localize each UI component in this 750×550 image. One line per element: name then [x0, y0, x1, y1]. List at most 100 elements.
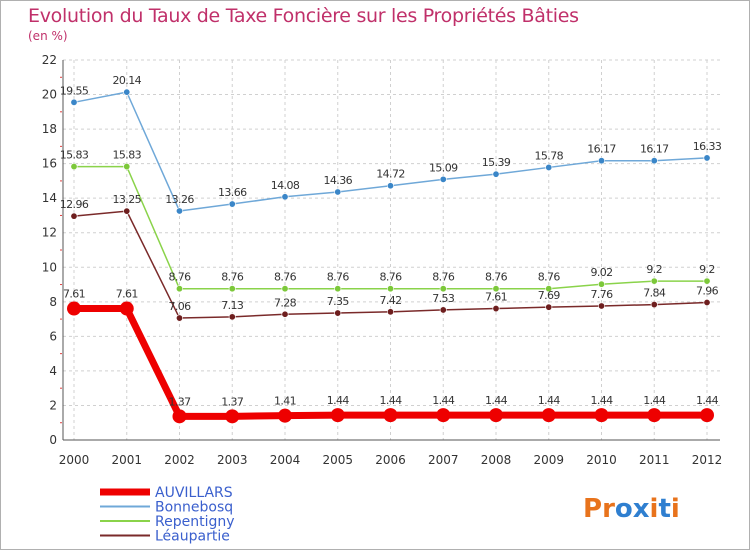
- data-label-repentigny: 15.83: [113, 149, 142, 162]
- logo-letter: o: [615, 494, 633, 524]
- y-tick-label: 22: [42, 53, 57, 67]
- data-label-bonnebosq: 15.39: [482, 156, 511, 169]
- point-leaupartie: [123, 207, 131, 215]
- point-leaupartie: [228, 313, 236, 321]
- data-label-auvillars: 1.44: [538, 394, 561, 407]
- data-label-auvillars: 1.44: [643, 394, 666, 407]
- data-label-auvillars: 1.44: [327, 394, 350, 407]
- data-label-auvillars: 1.44: [432, 394, 455, 407]
- data-label-repentigny: 9.02: [590, 266, 612, 279]
- data-label-repentigny: 8.76: [538, 271, 561, 284]
- point-leaupartie: [597, 302, 605, 310]
- point-bonnebosq: [439, 175, 447, 183]
- legend-label-bonnebosq: Bonnebosq: [155, 500, 233, 516]
- y-tick-label: 16: [42, 157, 57, 171]
- data-label-bonnebosq: 19.55: [60, 84, 89, 97]
- data-label-repentigny: 8.76: [485, 271, 508, 284]
- point-auvillars: [700, 408, 714, 423]
- y-tick-label: 12: [42, 226, 57, 240]
- x-tick-label: 2011: [639, 453, 670, 467]
- point-repentigny: [176, 285, 184, 293]
- data-label-leaupartie: 7.76: [590, 288, 613, 301]
- point-repentigny: [281, 285, 289, 293]
- data-label-auvillars: 1.44: [696, 394, 719, 407]
- point-auvillars: [67, 301, 81, 316]
- point-auvillars: [541, 408, 556, 423]
- legend-label-repentigny: Repentigny: [155, 514, 235, 530]
- series-layer: [67, 88, 714, 424]
- data-label-bonnebosq: 16.33: [693, 140, 722, 153]
- point-repentigny: [123, 163, 131, 171]
- point-auvillars: [225, 409, 240, 424]
- point-auvillars: [172, 409, 187, 424]
- point-leaupartie: [703, 299, 711, 307]
- point-bonnebosq: [386, 182, 394, 190]
- y-tick-label: 0: [49, 433, 57, 447]
- x-tick-label: 2003: [217, 453, 248, 467]
- logo-letter: t: [658, 494, 670, 524]
- data-label-auvillars: 1.37: [221, 395, 244, 408]
- x-tick-label: 2006: [375, 453, 406, 467]
- data-label-leaupartie: 12.96: [60, 198, 89, 211]
- point-repentigny: [70, 163, 78, 171]
- data-label-auvillars: 1.44: [485, 394, 508, 407]
- point-repentigny: [492, 285, 500, 293]
- data-label-bonnebosq: 14.72: [376, 168, 405, 181]
- proxiti-logo: Proxiti: [583, 494, 680, 524]
- point-bonnebosq: [176, 207, 184, 215]
- data-label-repentigny: 8.76: [379, 271, 402, 284]
- y-tick-label: 4: [49, 364, 57, 378]
- point-bonnebosq: [334, 188, 342, 196]
- data-label-auvillars: 7.61: [63, 288, 85, 301]
- data-label-auvillars: 1.37: [168, 395, 191, 408]
- point-bonnebosq: [545, 163, 553, 171]
- data-label-bonnebosq: 15.78: [535, 149, 564, 162]
- point-bonnebosq: [492, 170, 500, 178]
- data-label-leaupartie: 7.42: [379, 294, 401, 307]
- logo-letter: r: [602, 494, 615, 524]
- data-label-leaupartie: 7.28: [274, 296, 297, 309]
- data-label-bonnebosq: 15.09: [429, 161, 458, 174]
- point-auvillars: [119, 301, 134, 316]
- chart-title: Evolution du Taux de Taxe Foncière sur l…: [28, 5, 579, 27]
- y-tick-label: 10: [42, 260, 57, 274]
- data-label-repentigny: 8.76: [274, 271, 297, 284]
- point-bonnebosq: [703, 154, 711, 162]
- data-label-bonnebosq: 16.17: [587, 143, 616, 156]
- data-label-auvillars: 1.44: [590, 394, 613, 407]
- data-label-bonnebosq: 14.36: [324, 174, 353, 187]
- data-label-repentigny: 8.76: [432, 271, 455, 284]
- point-auvillars: [436, 408, 451, 423]
- data-label-leaupartie: 13.25: [113, 193, 142, 206]
- point-leaupartie: [334, 309, 342, 317]
- point-repentigny: [597, 280, 605, 288]
- point-auvillars: [594, 408, 609, 423]
- point-leaupartie: [492, 305, 500, 313]
- data-label-bonnebosq: 13.66: [218, 186, 247, 199]
- data-label-bonnebosq: 16.17: [640, 143, 669, 156]
- point-bonnebosq: [123, 88, 131, 96]
- unit-label: (en %): [28, 29, 68, 43]
- point-leaupartie: [439, 306, 447, 314]
- x-tick-label: 2010: [586, 453, 617, 467]
- x-tick-label: 2012: [692, 453, 723, 467]
- x-tick-label: 2005: [322, 453, 353, 467]
- y-tick-label: 20: [42, 88, 57, 102]
- y-tick-label: 18: [42, 122, 57, 136]
- data-labels: 19.55 20.14 13.26 13.66 14.08 14.36 14.72 15.09…: [60, 74, 723, 408]
- data-label-auvillars: 7.61: [116, 288, 138, 301]
- logo-letter: i: [650, 494, 659, 524]
- data-label-leaupartie: 7.35: [327, 295, 350, 308]
- x-tick-label: 2008: [481, 453, 512, 467]
- data-label-auvillars: 1.44: [379, 394, 402, 407]
- y-tick-label: 2: [49, 398, 57, 412]
- x-tick-label: 2002: [164, 453, 195, 467]
- data-label-leaupartie: 7.06: [168, 300, 191, 313]
- point-repentigny: [439, 285, 447, 293]
- data-label-leaupartie: 7.13: [221, 299, 244, 312]
- data-label-leaupartie: 7.53: [432, 292, 455, 305]
- legend-label-auvillars: AUVILLARS: [155, 485, 233, 501]
- point-repentigny: [703, 277, 711, 285]
